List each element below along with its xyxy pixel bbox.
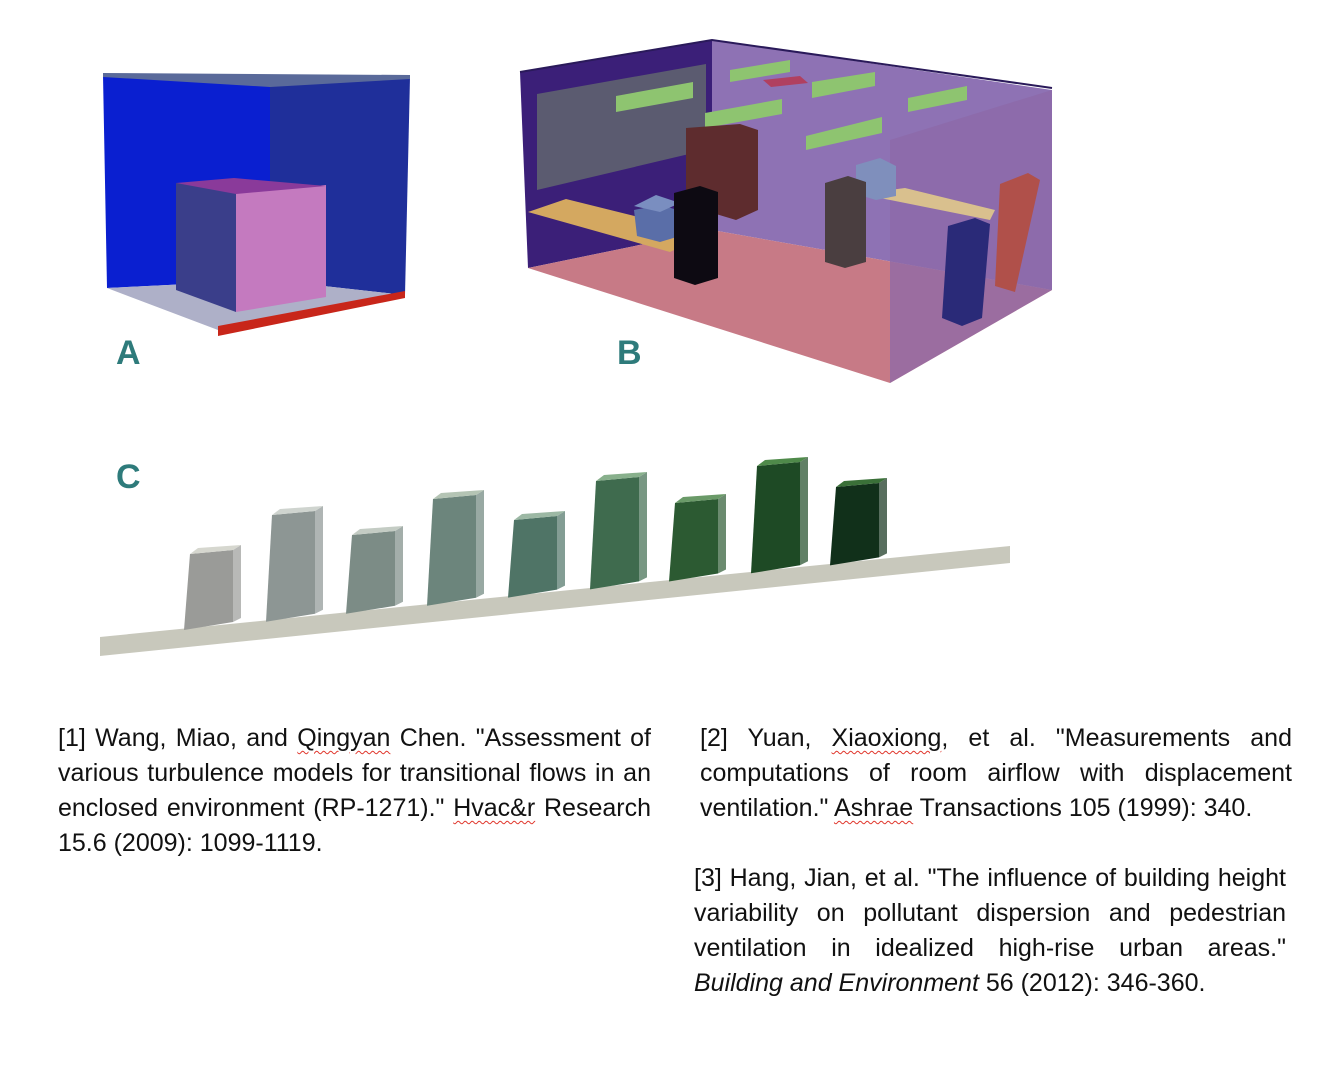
occupant-right	[825, 176, 866, 268]
building-block	[590, 477, 639, 590]
building-roof	[836, 478, 887, 487]
ceiling-lights	[616, 60, 967, 150]
inner-box-left	[176, 183, 236, 312]
computer-left-top	[634, 195, 680, 212]
label-b: B	[617, 334, 642, 372]
building-roof	[757, 457, 808, 466]
building-side	[639, 472, 647, 582]
ceiling-light	[908, 86, 967, 112]
inner-box-front	[236, 185, 326, 312]
occupant-left	[674, 186, 718, 285]
spellcheck-word: Xiaoxiong	[831, 724, 942, 752]
computer-left-front	[634, 205, 680, 242]
building-side	[718, 494, 726, 574]
building-block	[508, 516, 557, 598]
ceiling-exhaust	[763, 76, 808, 87]
building-block	[830, 483, 879, 566]
cavity-heated-strip	[218, 291, 405, 336]
reference-2: [2] Yuan, Xiaoxiong, et al. "Measurement…	[700, 724, 1292, 822]
ground-strip	[100, 546, 1010, 656]
building-side	[879, 478, 887, 558]
building-roof	[190, 545, 241, 554]
building-block	[751, 462, 800, 574]
building-side	[395, 526, 403, 606]
ceiling-light	[806, 117, 882, 150]
reference-3: [3] Hang, Jian, et al. "The influence of…	[694, 864, 1286, 997]
building-roof	[272, 506, 323, 515]
building-row	[184, 457, 887, 630]
building-roof	[514, 511, 565, 520]
building-side	[315, 506, 323, 614]
reference-1: [1] Wang, Miao, and Qingyan Chen. "Asses…	[58, 724, 652, 857]
building-roof	[596, 472, 647, 481]
spellcheck-word: Qingyan	[297, 724, 391, 752]
label-a: A	[116, 334, 141, 372]
building-block	[669, 499, 718, 582]
inner-box-top	[176, 178, 326, 194]
cavity-top-edge	[103, 73, 410, 87]
supply-diffuser	[995, 173, 1040, 292]
ceiling-light	[730, 60, 790, 82]
building-block	[266, 511, 315, 622]
building-roof	[675, 494, 726, 503]
ceiling-light	[616, 82, 693, 112]
building-block	[346, 531, 395, 614]
building-side	[800, 457, 808, 566]
building-side	[233, 545, 241, 622]
spellcheck-word: Hvac&r	[453, 794, 536, 822]
ceiling-light	[812, 72, 875, 98]
building-side	[476, 490, 484, 598]
spellcheck-word: Ashrae	[833, 794, 914, 822]
label-c: C	[116, 458, 141, 496]
ceiling-light	[705, 99, 782, 128]
building-roof	[433, 490, 484, 499]
building-side	[557, 511, 565, 590]
building-block	[184, 550, 233, 630]
building-block	[427, 495, 476, 606]
tall-cabinet-blue	[942, 218, 990, 326]
building-roof	[352, 526, 403, 535]
